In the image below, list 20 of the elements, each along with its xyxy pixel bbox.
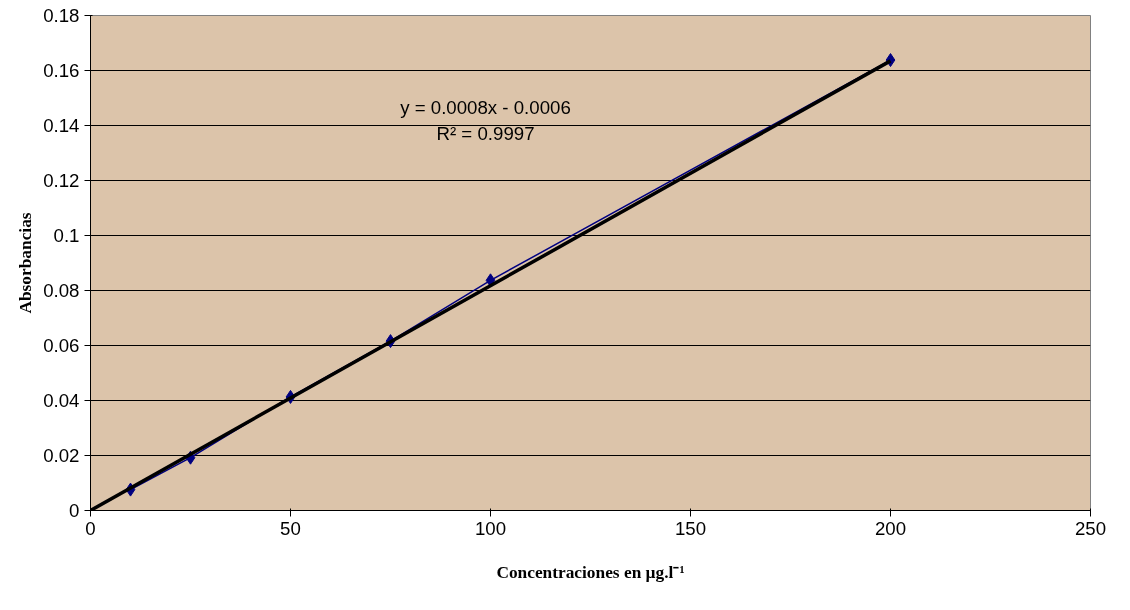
y-tick-label: 0.12	[43, 170, 80, 191]
y-axis-title: Absorbancias	[16, 212, 36, 314]
x-tick-label: 0	[85, 517, 96, 539]
x-tick-label: 100	[474, 517, 507, 539]
y-tick-label: 0.08	[43, 280, 80, 301]
x-tick-label: 150	[674, 517, 707, 539]
x-axis-title: Concentraciones en µg.l⁻¹	[496, 562, 685, 582]
y-tick-label: 0.14	[43, 115, 80, 136]
x-tick-label: 250	[1074, 517, 1107, 539]
y-tick-label: 0	[69, 500, 80, 521]
annotation: y = 0.0008x - 0.0006	[400, 96, 571, 118]
y-tick-label: 0.02	[43, 445, 80, 466]
x-tick-label: 200	[874, 517, 907, 539]
y-tick-label: 0.18	[43, 5, 80, 26]
annotation: R² = 0.9997	[436, 122, 535, 144]
x-tick-label: 50	[280, 517, 301, 539]
y-tick-label: 0.1	[53, 225, 80, 246]
y-tick-label: 0.16	[43, 60, 80, 81]
y-tick-label: 0.04	[43, 390, 80, 411]
y-tick-label: 0.06	[43, 335, 80, 356]
